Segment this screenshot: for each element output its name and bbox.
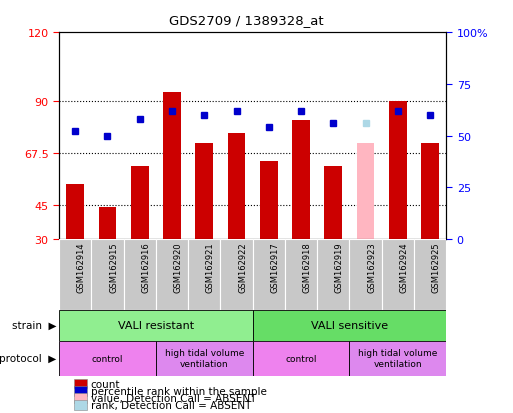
Bar	[382, 240, 414, 310]
Text: value, Detection Call = ABSENT: value, Detection Call = ABSENT	[91, 393, 256, 403]
Bar	[131, 166, 149, 240]
Bar	[59, 341, 156, 376]
Text: GSM162920: GSM162920	[173, 242, 183, 292]
Text: high tidal volume
ventilation: high tidal volume ventilation	[165, 349, 244, 368]
Bar	[156, 341, 252, 376]
Bar	[349, 240, 382, 310]
Bar	[414, 240, 446, 310]
Bar	[228, 134, 245, 240]
Text: GDS2709 / 1389328_at: GDS2709 / 1389328_at	[169, 14, 324, 27]
Bar	[188, 240, 221, 310]
Bar	[66, 185, 84, 240]
Bar	[285, 240, 317, 310]
Bar	[357, 143, 374, 240]
Text: count: count	[91, 379, 121, 389]
Text: high tidal volume
ventilation: high tidal volume ventilation	[358, 349, 438, 368]
Text: GSM162917: GSM162917	[270, 242, 280, 292]
Text: protocol  ▶: protocol ▶	[0, 353, 56, 363]
Text: GSM162915: GSM162915	[109, 242, 118, 292]
Bar	[252, 341, 349, 376]
Bar	[163, 93, 181, 240]
Text: GSM162925: GSM162925	[432, 242, 441, 292]
Text: GSM162916: GSM162916	[141, 242, 150, 292]
Bar	[221, 240, 252, 310]
Text: GSM162919: GSM162919	[335, 242, 344, 292]
Bar	[98, 207, 116, 240]
Bar	[389, 102, 407, 240]
Text: rank, Detection Call = ABSENT: rank, Detection Call = ABSENT	[91, 400, 251, 410]
Bar	[260, 161, 278, 240]
Bar	[252, 310, 446, 341]
Text: GSM162924: GSM162924	[400, 242, 408, 292]
Bar	[59, 310, 252, 341]
Text: GSM162922: GSM162922	[238, 242, 247, 292]
Text: GSM162918: GSM162918	[303, 242, 312, 292]
Bar	[124, 240, 156, 310]
Bar	[324, 166, 342, 240]
Bar	[421, 143, 439, 240]
Bar	[156, 240, 188, 310]
Text: strain  ▶: strain ▶	[12, 320, 56, 330]
Text: control: control	[285, 354, 317, 363]
Text: GSM162923: GSM162923	[367, 242, 376, 292]
Bar	[317, 240, 349, 310]
Text: GSM162921: GSM162921	[206, 242, 215, 292]
Text: control: control	[92, 354, 123, 363]
Bar	[195, 143, 213, 240]
Text: percentile rank within the sample: percentile rank within the sample	[91, 386, 267, 396]
Text: VALI resistant: VALI resistant	[118, 320, 194, 330]
Bar	[59, 240, 91, 310]
Bar	[292, 120, 310, 240]
Text: GSM162914: GSM162914	[77, 242, 86, 292]
Bar	[91, 240, 124, 310]
Bar	[252, 240, 285, 310]
Text: VALI sensitive: VALI sensitive	[311, 320, 388, 330]
Bar	[349, 341, 446, 376]
